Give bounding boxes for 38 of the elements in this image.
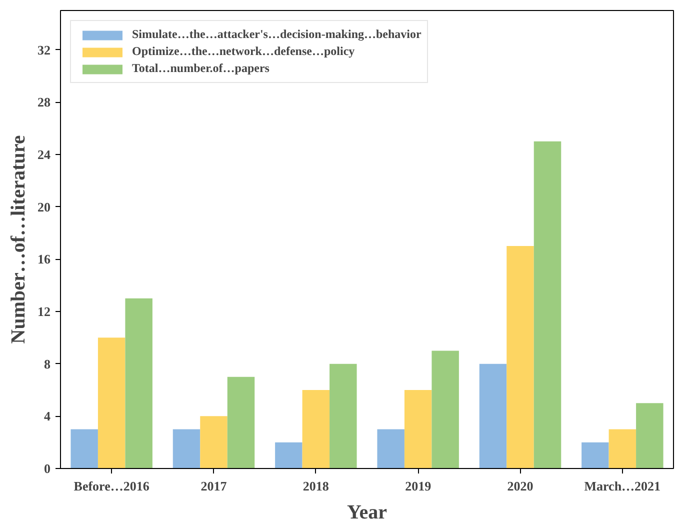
x-axis-title: Year bbox=[347, 502, 388, 524]
y-axis-title: Number…of…literature bbox=[8, 135, 30, 344]
bar bbox=[125, 298, 152, 468]
x-tick-label: 2018 bbox=[302, 478, 330, 494]
bar bbox=[200, 416, 228, 468]
bar bbox=[172, 429, 200, 468]
y-tick-label: 8 bbox=[44, 356, 51, 372]
bar bbox=[479, 364, 507, 468]
y-tick-label: 20 bbox=[38, 199, 50, 214]
x-tick-label: 2017 bbox=[200, 478, 228, 494]
x-tick-label: Before…2016 bbox=[74, 478, 150, 494]
bar bbox=[506, 246, 534, 468]
y-tick-label: 0 bbox=[44, 461, 50, 476]
bar bbox=[275, 442, 302, 468]
y-tick-label: 24 bbox=[38, 146, 51, 162]
bar bbox=[302, 390, 330, 468]
bar bbox=[98, 338, 126, 468]
x-tick-label: 2020 bbox=[507, 478, 534, 494]
y-tick-label: 16 bbox=[38, 252, 51, 267]
bar bbox=[377, 429, 404, 468]
bar bbox=[330, 364, 357, 468]
bar bbox=[534, 141, 562, 468]
legend-label: Optimize…the…network…defense…policy bbox=[132, 44, 355, 59]
x-tick-label: March…2021 bbox=[584, 478, 661, 494]
legend-label: Simulate…the…attacker's…decision-making…behavior bbox=[132, 27, 422, 42]
x-tick-label: 2019 bbox=[405, 478, 432, 494]
bar bbox=[432, 350, 459, 468]
bar bbox=[227, 376, 255, 468]
y-tick-label: 12 bbox=[38, 304, 50, 319]
y-tick-label: 4 bbox=[44, 408, 51, 424]
bar bbox=[582, 442, 609, 468]
bar bbox=[70, 429, 98, 468]
y-tick-label: 32 bbox=[38, 42, 50, 58]
bar bbox=[404, 390, 432, 468]
bar bbox=[636, 403, 664, 468]
bar bbox=[608, 429, 636, 468]
y-tick-label: 28 bbox=[38, 94, 51, 110]
legend-label: Total…number.of…papers bbox=[132, 61, 270, 76]
